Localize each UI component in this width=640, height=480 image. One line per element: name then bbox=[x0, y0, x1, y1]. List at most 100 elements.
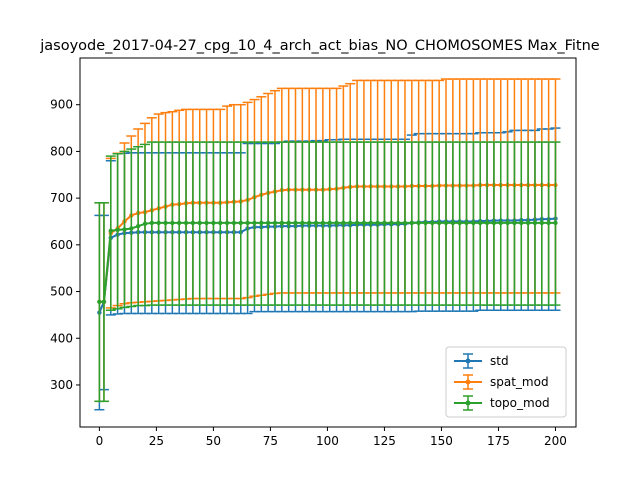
data-point-topo_mod bbox=[97, 299, 102, 305]
data-point-topo_mod bbox=[416, 220, 421, 226]
x-tick-label: 0 bbox=[96, 434, 104, 448]
legend-swatch-marker bbox=[465, 379, 471, 385]
axes: 0 25 50 75 100 125 150 175 200 300 400 500 600 700 800… bbox=[50, 57, 577, 448]
legend-label-spat_mod: spat_mod bbox=[490, 375, 549, 389]
data-point-topo_mod bbox=[532, 220, 538, 226]
data-point-topo_mod bbox=[252, 220, 257, 226]
legend-label-std: std bbox=[490, 354, 509, 368]
x-tick-label: 125 bbox=[373, 434, 396, 448]
y-tick-label: 600 bbox=[50, 238, 73, 252]
data-point-topo_mod bbox=[224, 220, 230, 226]
data-point-topo_mod bbox=[259, 220, 264, 226]
data-point-topo_mod bbox=[498, 220, 503, 226]
data-point-topo_mod bbox=[108, 228, 113, 234]
data-point-topo_mod bbox=[231, 220, 237, 226]
x-tick-label: 100 bbox=[316, 434, 339, 448]
data-point-topo_mod bbox=[457, 220, 462, 226]
legend: std spat_mod topo_mod bbox=[445, 346, 567, 418]
data-point-topo_mod bbox=[546, 220, 551, 226]
data-point-topo_mod bbox=[389, 220, 394, 226]
data-point-topo_mod bbox=[245, 220, 250, 226]
data-point-topo_mod bbox=[484, 220, 490, 226]
data-point-topo_mod bbox=[265, 220, 271, 226]
data-point-topo_mod bbox=[382, 220, 387, 226]
y-tick-label: 400 bbox=[50, 331, 73, 345]
data-point-topo_mod bbox=[272, 220, 278, 226]
data-point-topo_mod bbox=[306, 220, 312, 226]
data-point-topo_mod bbox=[423, 220, 428, 226]
data-point-topo_mod bbox=[443, 220, 449, 226]
y-tick-label: 800 bbox=[50, 144, 73, 158]
y-tick-label: 500 bbox=[50, 285, 73, 299]
data-point-topo_mod bbox=[183, 220, 189, 226]
data-point-topo_mod bbox=[313, 220, 319, 226]
data-point-topo_mod bbox=[375, 220, 380, 226]
data-point-topo_mod bbox=[368, 220, 373, 226]
data-point-topo_mod bbox=[341, 220, 346, 226]
data-point-topo_mod bbox=[177, 220, 182, 226]
data-point-topo_mod bbox=[218, 220, 223, 226]
x-tick-label: 50 bbox=[206, 434, 221, 448]
data-point-topo_mod bbox=[122, 227, 127, 232]
y-tick-label: 700 bbox=[50, 191, 73, 205]
data-point-topo_mod bbox=[327, 220, 332, 226]
data-point-topo_mod bbox=[539, 220, 544, 226]
data-point-topo_mod bbox=[464, 220, 469, 226]
data-point-topo_mod bbox=[293, 220, 298, 226]
x-tick-label: 200 bbox=[544, 434, 567, 448]
legend-box bbox=[445, 346, 567, 418]
data-point-topo_mod bbox=[135, 223, 141, 229]
legend-swatch-marker bbox=[465, 400, 471, 406]
data-point-topo_mod bbox=[163, 220, 168, 226]
chart-title: jasoyode_2017-04-27_cpg_10_4_arch_act_bi… bbox=[39, 38, 600, 54]
data-point-topo_mod bbox=[204, 220, 209, 226]
data-point-topo_mod bbox=[430, 220, 435, 226]
data-point-topo_mod bbox=[402, 220, 408, 226]
data-point-topo_mod bbox=[156, 220, 161, 226]
data-point-topo_mod bbox=[190, 220, 196, 226]
data-point-topo_mod bbox=[471, 220, 476, 226]
data-point-topo_mod bbox=[286, 220, 291, 226]
data-point-topo_mod bbox=[334, 220, 339, 226]
x-tick-label: 25 bbox=[149, 434, 164, 448]
legend-label-topo_mod: topo_mod bbox=[490, 396, 550, 410]
data-point-topo_mod bbox=[436, 220, 442, 226]
plot-clip-group bbox=[94, 78, 561, 411]
data-point-topo_mod bbox=[170, 220, 175, 226]
x-tick-label: 150 bbox=[430, 434, 453, 448]
data-point-topo_mod bbox=[348, 220, 353, 226]
series-topo_mod bbox=[94, 141, 561, 403]
data-point-topo_mod bbox=[395, 220, 401, 226]
data-point-topo_mod bbox=[300, 220, 305, 226]
data-point-topo_mod bbox=[129, 226, 134, 231]
data-point-topo_mod bbox=[519, 220, 524, 226]
data-point-topo_mod bbox=[478, 220, 483, 226]
data-point-topo_mod bbox=[553, 220, 558, 226]
data-point-topo_mod bbox=[238, 220, 243, 226]
axes-frame bbox=[79, 57, 577, 428]
data-point-topo_mod bbox=[361, 220, 367, 226]
data-point-topo_mod bbox=[320, 220, 326, 226]
y-tick-label: 300 bbox=[50, 378, 73, 392]
x-tick-label: 75 bbox=[263, 434, 278, 448]
data-point-topo_mod bbox=[450, 220, 456, 226]
plot-area bbox=[94, 78, 561, 411]
data-point-topo_mod bbox=[211, 220, 216, 226]
y-tick-label: 900 bbox=[50, 98, 73, 112]
data-point-topo_mod bbox=[149, 220, 155, 226]
data-point-topo_mod bbox=[115, 227, 120, 233]
data-point-topo_mod bbox=[505, 220, 510, 226]
data-point-topo_mod bbox=[279, 220, 285, 226]
data-point-topo_mod bbox=[354, 220, 360, 226]
legend-swatch-marker bbox=[465, 358, 471, 364]
data-point-topo_mod bbox=[491, 220, 497, 226]
data-point-topo_mod bbox=[525, 220, 531, 226]
data-point-topo_mod bbox=[142, 221, 148, 227]
data-point-topo_mod bbox=[197, 220, 202, 226]
data-point-topo_mod bbox=[101, 299, 107, 305]
data-point-topo_mod bbox=[512, 220, 517, 226]
data-point-topo_mod bbox=[409, 220, 415, 226]
x-tick-label: 175 bbox=[487, 434, 510, 448]
